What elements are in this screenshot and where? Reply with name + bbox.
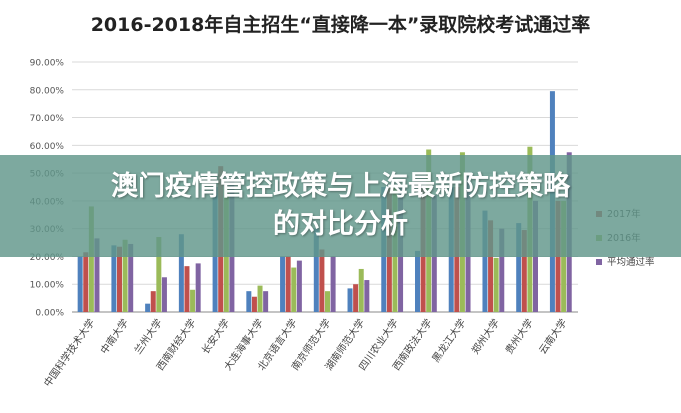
bar-series2	[190, 289, 196, 312]
x-tick-label: 兰州大学	[131, 316, 165, 356]
bar-avg	[296, 260, 302, 312]
bar-avg	[499, 228, 505, 312]
y-tick-label: 10.00%	[30, 281, 65, 291]
bar-series2	[88, 206, 94, 312]
bar-series2	[493, 257, 499, 312]
bar-avg	[195, 263, 201, 312]
bar-series1	[353, 284, 359, 312]
bar-series0	[77, 256, 83, 312]
bar-series1	[285, 256, 291, 312]
bar-series2	[358, 268, 364, 312]
headline-line-1: 澳门疫情管控政策与上海最新防控策略	[111, 171, 570, 202]
x-tick-label: 中南大学	[97, 316, 131, 356]
legend-label: 平均通过率	[607, 256, 655, 268]
bar-series1	[184, 266, 190, 312]
bar-avg	[128, 243, 134, 312]
bar-series0	[347, 288, 353, 312]
bar-series1	[488, 220, 494, 312]
bar-series2	[257, 285, 263, 312]
bar-series1	[521, 230, 527, 312]
bar-series0	[482, 210, 488, 312]
bar-avg	[263, 291, 269, 312]
bar-series0	[280, 256, 286, 312]
headline-text: 澳门疫情管控政策与上海最新防控策略 的对比分析	[0, 168, 681, 244]
x-tick-label: 黑龙江大学	[429, 316, 468, 364]
bar-series1	[117, 246, 122, 312]
bar-avg	[94, 238, 100, 312]
bar-series0	[178, 234, 184, 312]
x-tick-label: 贵州大学	[502, 316, 536, 356]
bar-avg	[364, 280, 370, 312]
headline-line-2: 的对比分析	[273, 209, 408, 240]
bar-series2	[291, 267, 297, 312]
bar-avg	[330, 256, 336, 312]
bar-series2	[156, 237, 162, 312]
x-tick-label: 云南大学	[536, 316, 570, 356]
x-tick-label: 长安大学	[199, 316, 233, 356]
y-tick-label: 20.00%	[30, 253, 65, 263]
bar-avg	[161, 277, 167, 312]
x-tick-label: 郑州大学	[469, 316, 503, 356]
x-tick-label: 中国科学技术大学	[41, 316, 98, 389]
headline-banner	[0, 155, 681, 257]
y-tick-label: 60.00%	[30, 142, 65, 152]
bar-series1	[251, 296, 257, 312]
bar-series0	[246, 291, 252, 312]
bar-series1	[150, 291, 156, 312]
bar-series0	[313, 228, 319, 312]
bar-series2	[325, 291, 330, 312]
bar-series1	[319, 249, 325, 312]
y-tick-label: 70.00%	[30, 114, 65, 124]
bar-series1	[83, 252, 89, 312]
y-tick-label: 80.00%	[30, 86, 65, 96]
bar-series0	[516, 223, 522, 312]
y-tick-label: 0.00%	[35, 309, 64, 319]
bar-series2	[122, 239, 128, 312]
bar-series0	[415, 250, 420, 312]
y-tick-label: 90.00%	[30, 59, 65, 69]
bar-series0	[111, 245, 117, 312]
chart-title: 2016-2018年自主招生“直接降一本”录取院校考试通过率	[90, 14, 591, 36]
legend-swatch	[596, 259, 602, 265]
bar-series0	[145, 303, 151, 312]
